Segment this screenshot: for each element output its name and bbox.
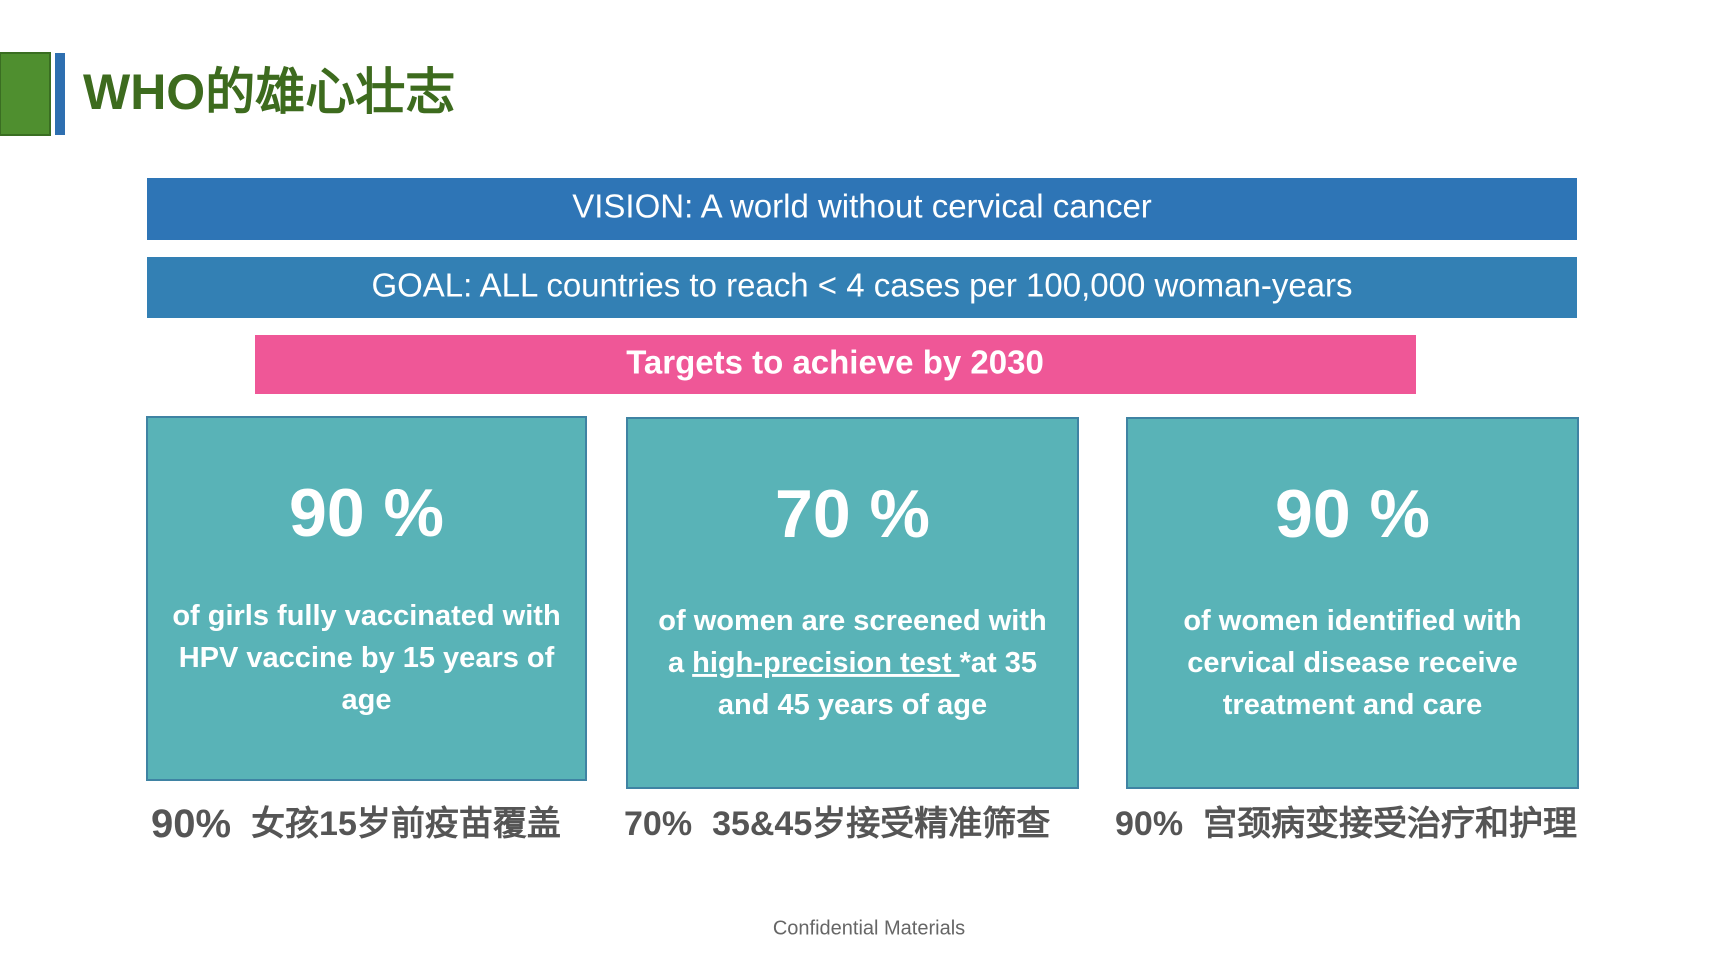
caption-percent: 90% [151,802,231,846]
title-marker-bar [55,53,65,135]
description-segment: of women identified with [1183,605,1521,637]
description-segment: of women are screened with [658,605,1046,637]
title: WHO的雄心壮志 [83,64,455,120]
card [626,417,1079,789]
caption-text: 宫颈病变接受治疗和护理 [1203,805,1577,843]
card-description: HPV vaccine by 15 years of [179,642,555,674]
description-segment: HPV vaccine by 15 years of [179,642,555,674]
description-segment: a [668,647,692,679]
card-percent: 90 % [289,475,444,551]
caption-percent: 70% [624,805,692,843]
card-description: age [342,684,392,716]
goal-text: GOAL: ALL countries to reach < 4 cases p… [371,267,1352,304]
card-percent: 70 % [775,476,930,552]
caption-text: 女孩15岁前疫苗覆盖 [251,804,561,843]
card-description: of women are screened with [658,605,1046,637]
description-segment: and 45 years of age [718,689,987,721]
card-description: of women identified with [1183,605,1521,637]
card-description: cervical disease receive [1187,647,1518,679]
card-description: a high-precision test *at 35 [668,647,1037,679]
card [1126,417,1579,789]
description-segment: high-precision test [692,647,959,679]
targets-text: Targets to achieve by 2030 [626,344,1044,381]
card-percent: 90 % [1275,476,1430,552]
description-segment: *at 35 [960,647,1037,679]
card-description: of girls fully vaccinated with [172,600,560,632]
card-description: treatment and care [1223,689,1483,721]
card-description: and 45 years of age [718,689,987,721]
vision-text: VISION: A world without cervical cancer [572,188,1152,225]
caption: 70% 35&45岁接受精准筛查 [624,805,1050,843]
description-segment: age [342,684,392,716]
targets-banner [255,335,1416,394]
cards: 90 % of girls fully vaccinated with HPV va… [146,416,1579,846]
caption-text: 35&45岁接受精准筛查 [712,805,1050,843]
caption-percent: 90% [1115,805,1183,843]
description-segment: treatment and care [1223,689,1483,721]
caption: 90% 宫颈病变接受治疗和护理 [1115,805,1577,843]
title-marker [0,52,51,136]
goal-banner [147,257,1577,318]
footer: Confidential Materials [773,917,965,939]
card [146,416,587,781]
description-segment: cervical disease receive [1187,647,1518,679]
description-segment: of girls fully vaccinated with [172,600,560,632]
caption: 90% 女孩15岁前疫苗覆盖 [151,802,561,846]
vision-banner [147,178,1577,240]
